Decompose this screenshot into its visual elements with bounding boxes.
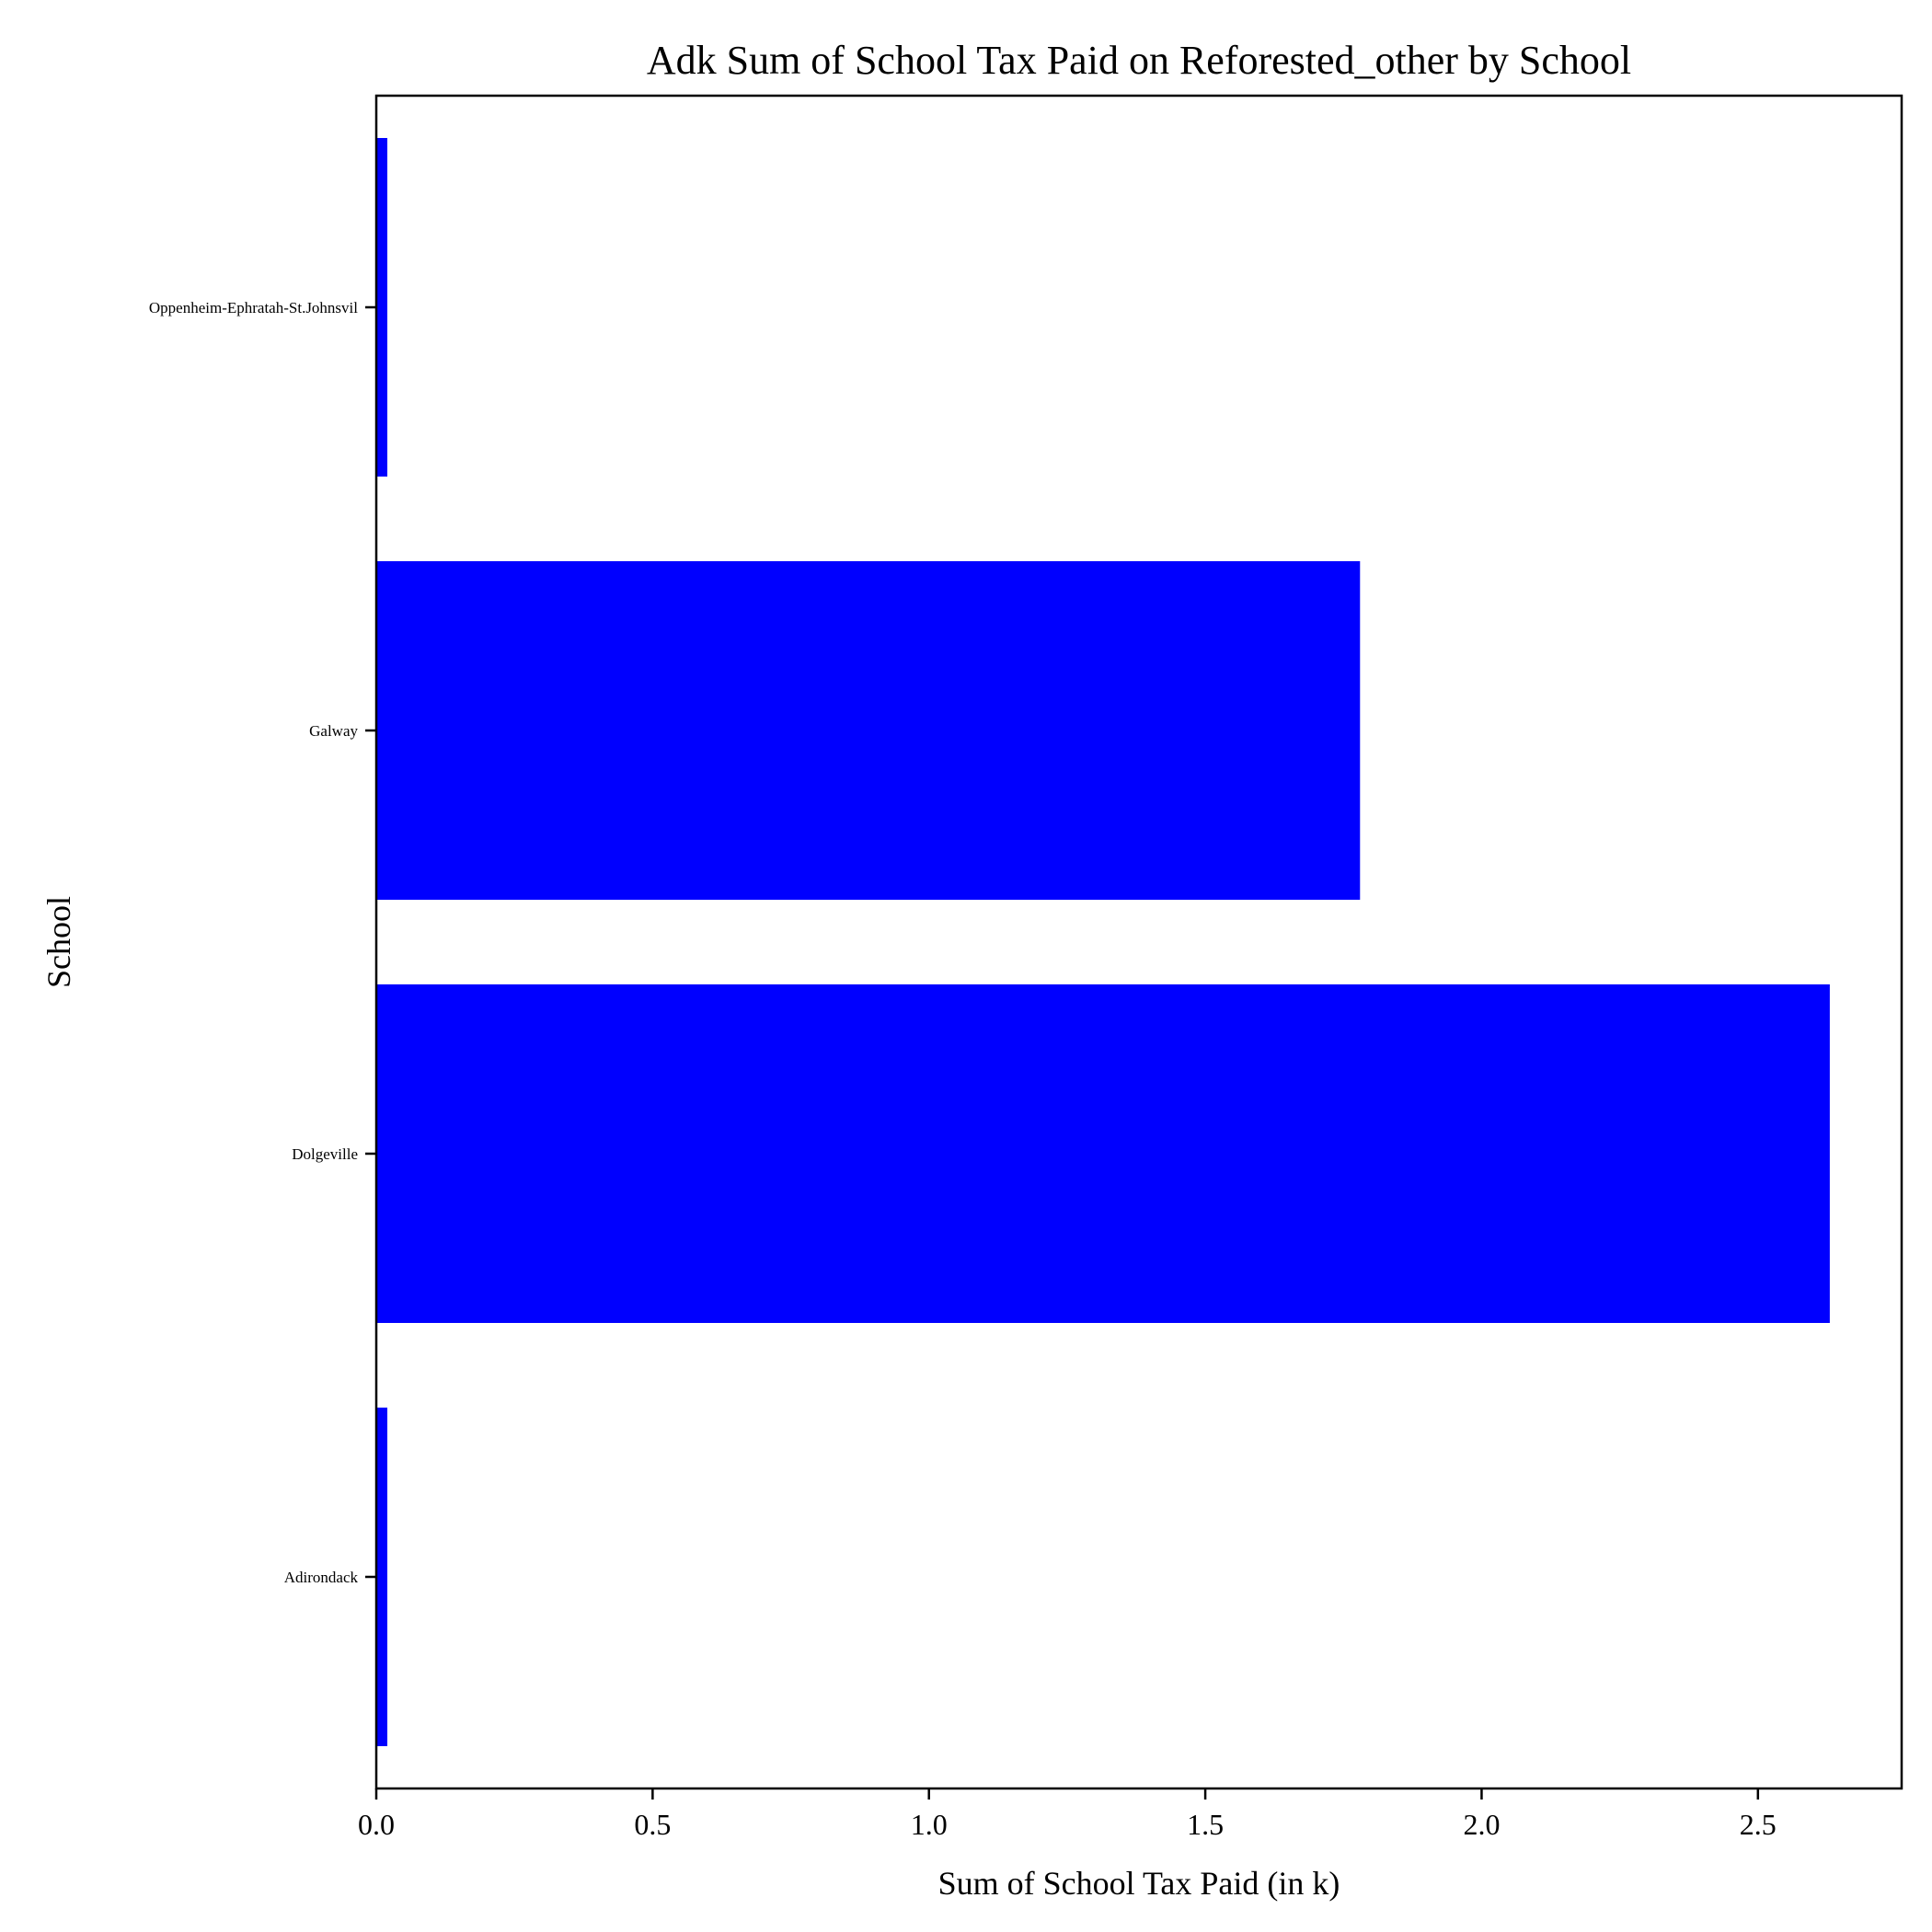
x-tick-label: 2.0 — [1463, 1808, 1500, 1841]
y-tick-label: Oppenheim-Ephratah-St.Johnsvil — [149, 299, 358, 316]
bar-galway — [376, 561, 1361, 900]
x-tick-label: 2.5 — [1740, 1808, 1777, 1841]
x-ticks-group: 0.0 0.5 1.0 1.5 2.0 2.5 — [358, 1788, 1777, 1841]
x-tick-label: 1.5 — [1187, 1808, 1224, 1841]
x-tick-label: 1.0 — [911, 1808, 948, 1841]
y-axis-label: School — [40, 896, 77, 988]
bar-adirondack — [376, 1408, 388, 1746]
x-tick-label: 0.0 — [358, 1808, 395, 1841]
x-tick-label: 0.5 — [634, 1808, 671, 1841]
y-tick-label: Adirondack — [284, 1569, 359, 1586]
y-tick-label: Galway — [309, 722, 358, 740]
plot-frame — [374, 94, 1903, 1790]
bars-group — [376, 138, 1830, 1746]
chart-title: Adk Sum of School Tax Paid on Reforested… — [647, 38, 1631, 83]
bar-oppenheim-ephratah-st-johnsvil — [376, 138, 388, 477]
x-axis-label: Sum of School Tax Paid (in k) — [938, 1865, 1340, 1902]
y-tick-label: Dolgeville — [292, 1145, 358, 1163]
bar-dolgeville — [376, 984, 1830, 1323]
y-ticks-group: Adirondack Dolgeville Galway Oppenheim-Ephr… — [149, 299, 376, 1586]
